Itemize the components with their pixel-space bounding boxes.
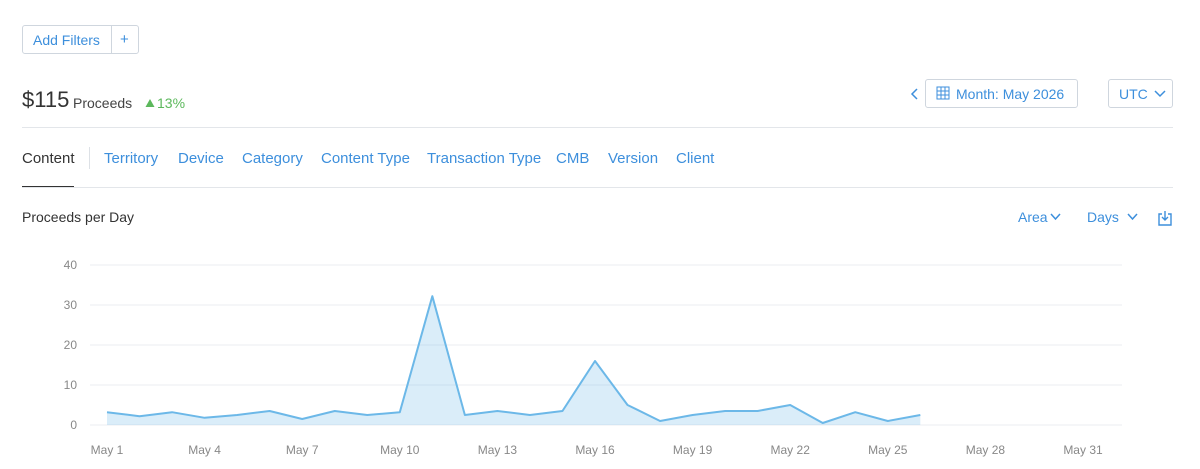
divider: [22, 187, 1173, 188]
y-tick-label: 30: [64, 298, 78, 312]
x-tick-label: May 16: [575, 443, 615, 457]
x-tick-label: May 4: [188, 443, 221, 457]
tab[interactable]: CMB: [556, 150, 590, 167]
x-tick-label: May 13: [478, 443, 518, 457]
x-tick-label: May 22: [771, 443, 811, 457]
area-line: [106, 295, 921, 424]
total-label: Proceeds: [73, 95, 133, 111]
y-tick-label: 20: [64, 338, 78, 352]
chart-style-select[interactable]: Area: [1018, 209, 1048, 225]
tab[interactable]: Device: [178, 150, 224, 167]
chevron: [1127, 213, 1138, 221]
x-tick-label: May 25: [868, 443, 908, 457]
x-tick-label: May 31: [1063, 443, 1103, 457]
chart-title: Proceeds per Day: [22, 209, 135, 225]
tab[interactable]: Client: [676, 150, 715, 167]
timezone-select[interactable]: UTC: [1108, 79, 1173, 108]
add-filter-plus[interactable]: +: [120, 31, 129, 48]
total-proceeds: $115: [22, 87, 70, 112]
change-percent: 13%: [157, 95, 186, 111]
up-triangle: [145, 99, 155, 107]
x-tick-label: May 28: [966, 443, 1006, 457]
download-icon[interactable]: [1158, 210, 1172, 226]
x-tick-label: May 19: [673, 443, 713, 457]
prev-month[interactable]: [910, 87, 920, 101]
granularity-select[interactable]: Days: [1087, 209, 1119, 225]
area-fill: [107, 296, 921, 425]
x-tick-label: May 10: [380, 443, 420, 457]
add-filters-button[interactable]: Add Filters: [33, 32, 100, 48]
chart: 0 10 20 30 40 May 1 May 4 May 7 May 10 May 13 May …: [64, 258, 1122, 457]
y-tick-label: 40: [64, 258, 78, 272]
tab[interactable]: Category: [242, 150, 303, 167]
timezone-label: UTC: [1119, 86, 1148, 102]
tab-separator: [89, 147, 90, 169]
x-tick-label: May 1: [91, 443, 124, 457]
divider: [111, 26, 112, 53]
chevron: [1050, 213, 1061, 221]
tab[interactable]: Transaction Type: [427, 150, 542, 167]
calendar-icon: [936, 86, 950, 100]
filter-button-group: Add Filters +: [22, 25, 139, 54]
x-tick-label: May 7: [286, 443, 319, 457]
month-label: Month: May 2026: [956, 86, 1065, 102]
chevron: [1154, 90, 1166, 98]
divider: [22, 127, 1173, 128]
y-tick-label: 10: [64, 378, 78, 392]
tab[interactable]: Territory: [104, 150, 159, 167]
tab[interactable]: Content Type: [321, 150, 410, 167]
tab[interactable]: Content: [22, 150, 75, 167]
month-picker[interactable]: Month: May 2026: [925, 79, 1078, 108]
y-tick-label: 0: [70, 418, 77, 432]
tab[interactable]: Version: [608, 150, 659, 167]
